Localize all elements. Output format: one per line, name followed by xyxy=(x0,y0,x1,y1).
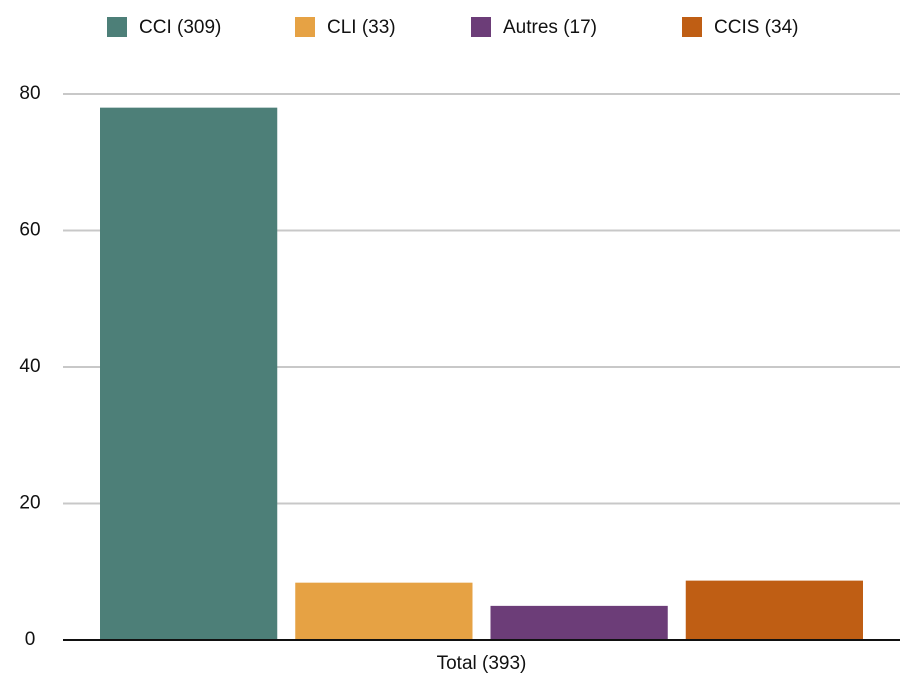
bar xyxy=(490,605,668,640)
legend-swatch xyxy=(107,17,127,37)
legend-label: CCIS (34) xyxy=(714,17,798,38)
legend-label: CLI (33) xyxy=(327,17,396,38)
legend-swatch xyxy=(682,17,702,37)
y-tick-label: 60 xyxy=(19,220,40,241)
x-tick-label: Total (393) xyxy=(437,653,527,674)
y-tick-label: 80 xyxy=(19,83,40,104)
y-tick-label: 40 xyxy=(19,356,40,377)
bar xyxy=(685,580,863,640)
bar xyxy=(100,107,278,640)
y-tick-label: 0 xyxy=(25,629,36,650)
legend-label: Autres (17) xyxy=(503,17,597,38)
legend-swatch xyxy=(471,17,491,37)
legend-swatch xyxy=(295,17,315,37)
legend-label: CCI (309) xyxy=(139,17,221,38)
y-tick-label: 20 xyxy=(19,493,40,514)
bar xyxy=(295,582,473,640)
